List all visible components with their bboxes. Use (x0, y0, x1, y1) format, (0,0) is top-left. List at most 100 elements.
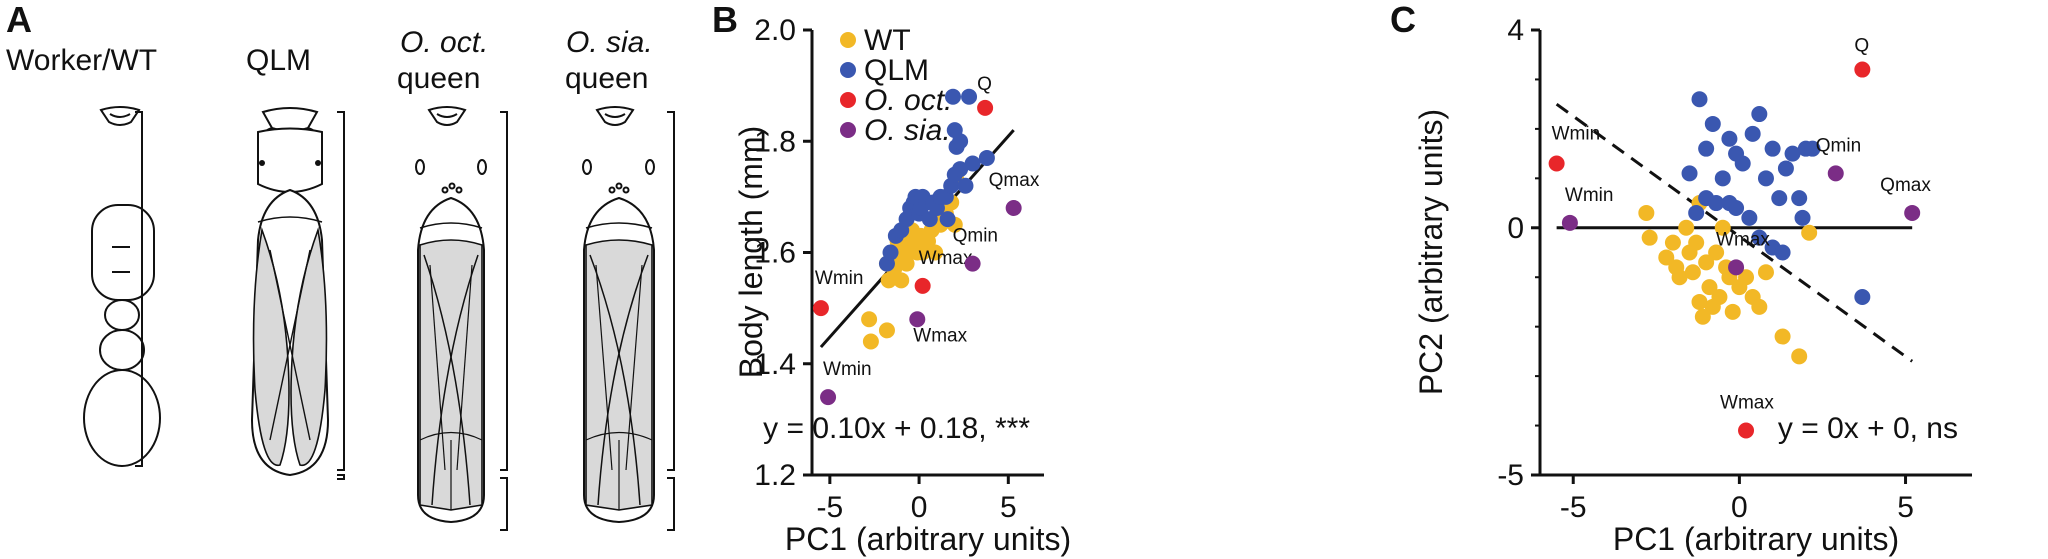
panel-c-point-qlm (1681, 165, 1698, 182)
caste-label-sia-species: O. sia. (566, 26, 653, 59)
panel-b-point-o-sia (909, 311, 926, 328)
panel-c-point-wt (1638, 204, 1655, 221)
panel-c-point-wt (1757, 264, 1774, 281)
panel-c-point-qlm (1714, 170, 1731, 187)
panel-c-point-wt (1641, 229, 1658, 246)
panel-c-point-wt (1694, 308, 1711, 325)
panel-b-point-o-sia (820, 389, 837, 406)
caste-label-qlm: QLM (246, 44, 311, 77)
panel-c-point-qlm (1757, 170, 1774, 187)
panel-c-point-qlm (1704, 115, 1721, 132)
panel-c-point-wt (1684, 264, 1701, 281)
panel-c-point-o-oct (1548, 155, 1565, 172)
panel-b-point-wt (878, 322, 895, 339)
panel-b-ytick-label-3: 1.8 (754, 125, 796, 158)
panel-a-letter: A (6, 0, 32, 40)
oct-queen-silhouette (415, 106, 487, 524)
legend-label-wt: WT (864, 24, 911, 57)
panel-c-point-qlm (1741, 209, 1758, 226)
panel-c-point-qlm (1794, 209, 1811, 226)
panel-b-point-label-wmax: Wmax (919, 248, 973, 269)
panel-c-point-qlm (1854, 289, 1871, 305)
panel-c-y-axis-title: PC2 (arbitrary units) (1413, 109, 1449, 395)
panel-c-point-o-sia (1904, 204, 1921, 221)
oct-scale-bar-upper (500, 111, 508, 471)
panel-c-point-label-wmin: Wmin (1565, 185, 1614, 206)
panel-c-xtick-label-0: -5 (1560, 491, 1587, 524)
panel-c-dashed-line (1555, 102, 1914, 363)
panel-b-point-qlm (944, 88, 961, 105)
panel-b-point-qlm (952, 133, 969, 150)
panel-c-point-wt (1664, 234, 1681, 251)
panel-b-point-qlm (964, 155, 981, 172)
panel-c-equation: y = 0x + 0, ns (1778, 412, 1958, 445)
legend-marker-o-sia (840, 122, 856, 138)
panel-b-point-label-wmin: Wmin (815, 268, 864, 289)
panel-c-point-wt (1724, 303, 1741, 320)
caste-label-oct-queen: queen (397, 62, 480, 95)
panel-b-point-qlm (961, 88, 978, 105)
legend-label-qlm: QLM (864, 54, 929, 87)
panel-b-point-o-oct (914, 277, 931, 294)
legend-label-o-oct: O. oct. (864, 84, 952, 117)
qlm-scale-bar-lower (337, 474, 345, 480)
panel-b-ytick-label-1: 1.4 (754, 348, 796, 381)
panel-b-point-o-oct (977, 99, 994, 116)
panel-c-point-o-sia (1827, 165, 1844, 182)
panel-c-point-qlm (1698, 140, 1715, 157)
panel-b-point-o-oct (812, 300, 829, 317)
panel-b-point-qlm (882, 244, 899, 261)
panel-c-point-label-q: Q (1854, 36, 1869, 57)
panel-b-point-qlm (957, 177, 974, 194)
sia-queen-silhouette (582, 106, 655, 524)
panel-c-point-qlm (1688, 204, 1705, 221)
panel-c-point-wt (1711, 289, 1728, 305)
legend-label-o-sia: O. sia. (864, 114, 951, 147)
panel-c-point-o-sia (1561, 214, 1578, 231)
panel-c-point-qlm (1774, 244, 1791, 261)
qlm-silhouette (250, 107, 330, 477)
panel-c-point-wt (1751, 298, 1768, 315)
panel-c-point-label-wmin: Wmin (1552, 124, 1601, 145)
panel-b-xtick-label-2: 5 (1000, 491, 1017, 524)
panel-c-point-qlm (1744, 125, 1761, 142)
panel-b-point-qlm (978, 149, 995, 166)
panel-b-point-label-q: Q (977, 74, 992, 95)
panel-c-xtick-label-1: 0 (1731, 491, 1748, 524)
panel-c-point-label-qmax: Qmax (1880, 175, 1931, 196)
panel-c-point-qlm (1791, 190, 1808, 207)
panel-c-point-wt (1791, 348, 1808, 365)
panel-c-point-wt (1658, 249, 1675, 266)
panel-c-point-wt (1774, 328, 1791, 345)
panel-c-ytick-label-0: -5 (1497, 459, 1524, 492)
panel-c-xtick-label-2: 5 (1897, 491, 1914, 524)
qlm-scale-bar-upper (337, 111, 345, 471)
caste-label-sia-queen: queen (565, 62, 648, 95)
panel-b-point-wt (893, 272, 910, 289)
panel-c-point-label-wmax: Wmax (1720, 393, 1774, 414)
panel-b-point-label-wmin: Wmin (823, 359, 872, 380)
panel-c-point-qlm (1777, 160, 1794, 177)
panel-b-point-wt (861, 311, 878, 328)
panel-b-point-wt (862, 333, 879, 350)
panel-c-point-qlm (1751, 229, 1768, 246)
worker-silhouette (83, 106, 161, 467)
panel-b-point-o-sia (964, 255, 981, 272)
panel-c-point-qlm (1751, 106, 1768, 123)
panel-c-point-wt (1691, 293, 1708, 310)
panel-b-point-wt (927, 244, 944, 261)
caste-label-oct-species: O. oct. (400, 26, 488, 59)
panel-c-point-o-sia (1728, 259, 1745, 276)
panel-b-ytick-label-2: 1.6 (754, 237, 796, 270)
panel-c-x-axis-title: PC1 (arbitrary units) (1613, 521, 1899, 557)
panel-b-point-label-qmin: Qmin (953, 226, 998, 247)
panel-c-point-wt (1698, 254, 1715, 271)
panel-c-point-qlm (1804, 140, 1821, 157)
panel-b-xtick-label-0: -5 (817, 491, 844, 524)
panel-b-x-axis-title: PC1 (arbitrary units) (785, 521, 1071, 557)
panel-b-letter: B (712, 0, 738, 40)
legend-marker-qlm (840, 62, 856, 78)
